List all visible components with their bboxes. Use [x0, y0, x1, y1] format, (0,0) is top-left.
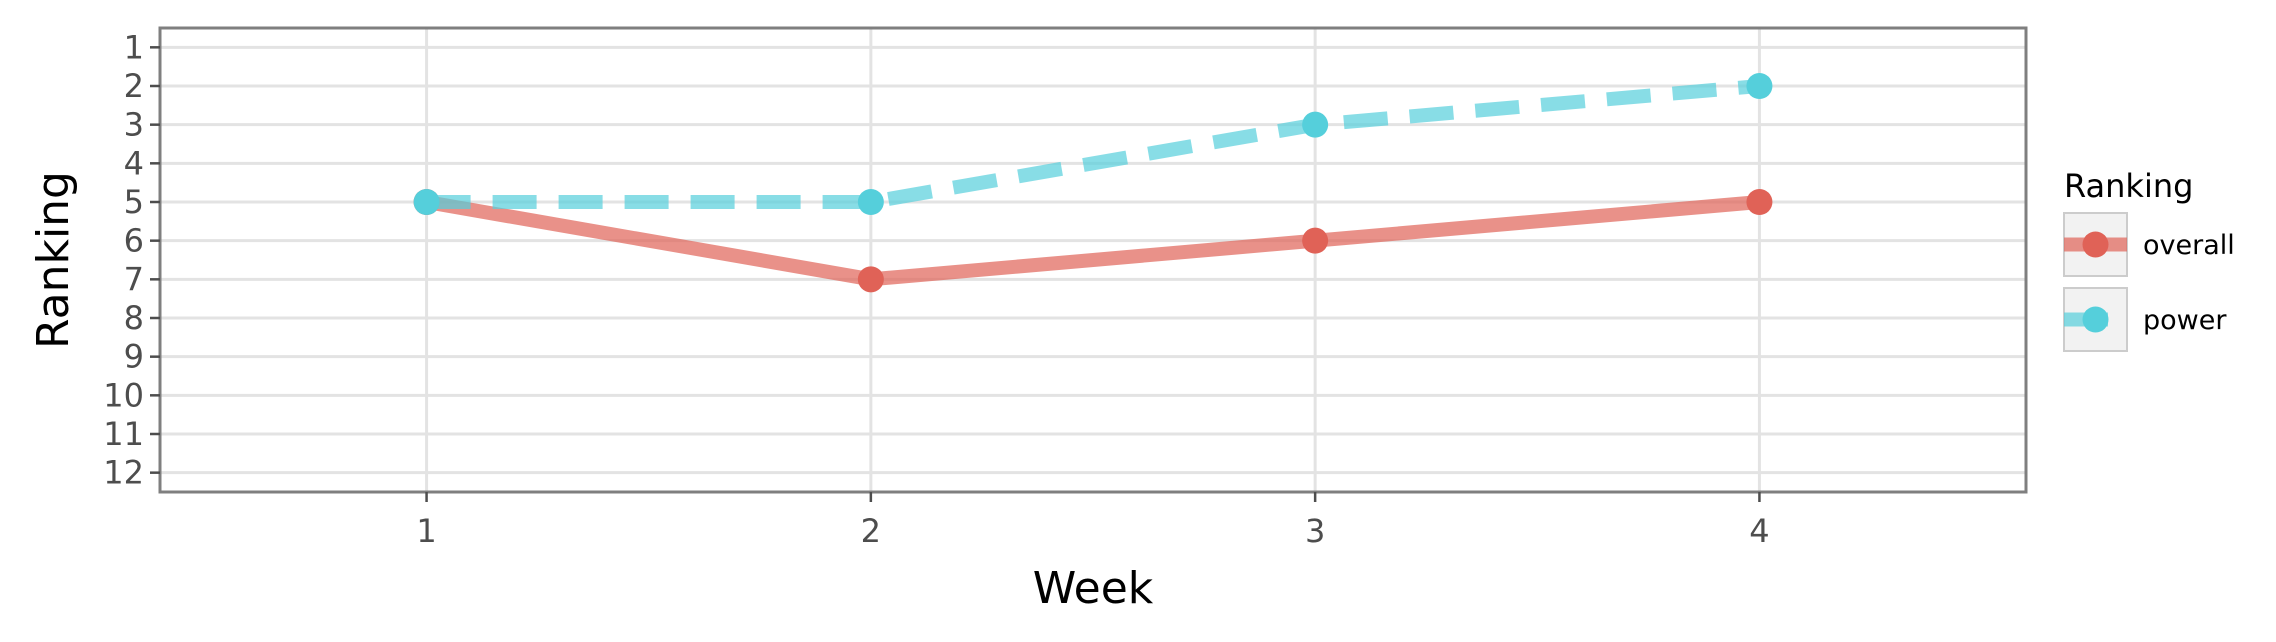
y-tick-label: 2	[124, 67, 144, 105]
data-point-power	[413, 189, 440, 215]
legend-key-marker	[2082, 306, 2109, 333]
data-point-overall	[857, 266, 884, 293]
grid-lines	[160, 28, 2026, 492]
y-axis-title: Ranking	[28, 171, 79, 349]
y-tick-label: 10	[103, 376, 144, 414]
y-tick-label: 6	[124, 222, 144, 260]
x-axis-title: Week	[1033, 563, 1154, 614]
data-point-power	[1746, 73, 1773, 99]
y-tick-label: 12	[103, 454, 144, 492]
legend-items: overall power	[2063, 212, 2235, 352]
data-point-overall	[1746, 189, 1773, 215]
x-tick-label: 1	[416, 512, 436, 550]
x-tick-label: 2	[861, 512, 881, 550]
x-tick-label: 4	[1749, 512, 1769, 550]
series-power	[413, 73, 1773, 215]
legend-label: overall	[2143, 230, 2235, 261]
series-line-power	[426, 79, 1761, 209]
legend-title: Ranking	[2064, 167, 2193, 205]
data-point-overall	[1302, 227, 1329, 254]
legend-key-marker	[2082, 231, 2109, 258]
series-line-overall	[425, 195, 1761, 287]
y-tick-label: 9	[124, 338, 144, 376]
y-tick-label: 7	[124, 260, 144, 298]
data-point-power	[857, 189, 884, 215]
y-tick-label: 3	[124, 106, 144, 144]
data-point-power	[1302, 111, 1329, 138]
legend: Ranking overall power	[2063, 167, 2235, 352]
y-tick-label: 8	[124, 299, 144, 337]
legend-label: power	[2143, 305, 2227, 336]
legend-item-overall: overall	[2063, 212, 2235, 277]
series-layer	[413, 73, 1773, 293]
x-tick-label: 3	[1305, 512, 1325, 550]
y-tick-label: 1	[124, 28, 144, 66]
legend-item-power: power	[2063, 287, 2227, 352]
y-tick-label: 4	[124, 144, 144, 182]
x-axis-ticks: 1 2 3 4	[416, 492, 1770, 550]
y-tick-label: 11	[103, 415, 144, 453]
y-tick-label: 5	[124, 183, 144, 221]
plot-border	[158, 26, 2028, 494]
